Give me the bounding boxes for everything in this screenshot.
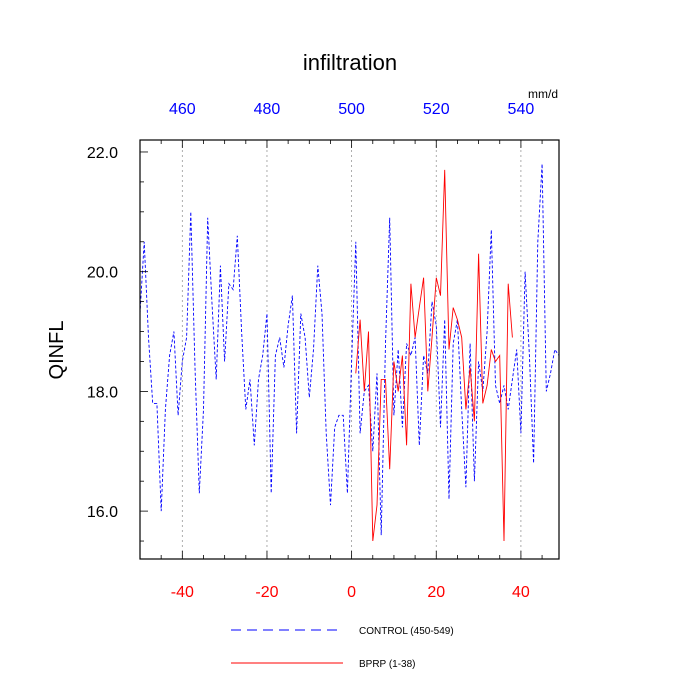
x-tick-label-bottom: 40 <box>512 584 530 601</box>
y-axis-label: QINFL <box>46 321 68 380</box>
x-tick-label-top: 500 <box>338 101 365 118</box>
plot-frame <box>139 139 560 560</box>
x-tick-label-bottom: 20 <box>427 584 445 601</box>
series-layer <box>139 163 560 542</box>
units-label: mm/d <box>528 87 558 101</box>
y-tick-label: 20.0 <box>87 265 118 282</box>
legend-bprp-label: BPRP (1-38) <box>359 659 416 670</box>
y-tick-label: 18.0 <box>87 384 118 401</box>
x-tick-label-top: 520 <box>423 101 450 118</box>
ticks-layer <box>139 140 543 559</box>
y-tick-label: 22.0 <box>87 145 118 162</box>
x-tick-label-bottom: -20 <box>255 584 278 601</box>
y-tick-label: 16.0 <box>87 504 118 521</box>
series-bprp-line <box>355 169 513 542</box>
x-tick-label-bottom: 0 <box>347 584 356 601</box>
legend-control-label: CONTROL (450-549) <box>359 626 454 637</box>
x-tick-label-top: 540 <box>508 101 535 118</box>
x-tick-label-bottom: -40 <box>171 584 194 601</box>
chart-title: infiltration <box>303 50 397 75</box>
legend: CONTROL (450-549) BPRP (1-38) <box>231 626 454 670</box>
tick-labels-layer: -40 -20 0 20 40 460 480 500 520 540 16.0 18.0 20.0 22… <box>87 101 534 601</box>
x-tick-label-top: 460 <box>169 101 196 118</box>
x-tick-label-top: 480 <box>254 101 281 118</box>
series-control-line <box>139 163 560 536</box>
